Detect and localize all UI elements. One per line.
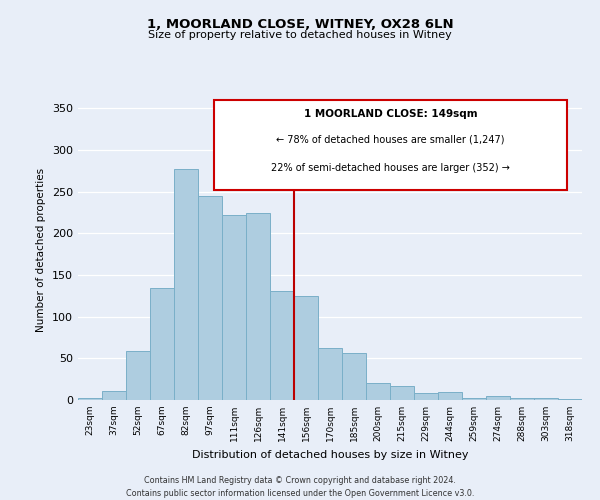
Bar <box>174 169 198 400</box>
X-axis label: Distribution of detached houses by size in Witney: Distribution of detached houses by size … <box>192 450 468 460</box>
Bar <box>462 398 486 400</box>
Bar <box>366 384 390 400</box>
Y-axis label: Number of detached properties: Number of detached properties <box>37 168 46 332</box>
Bar <box>438 392 462 400</box>
Text: 22% of semi-detached houses are larger (352) →: 22% of semi-detached houses are larger (… <box>271 163 510 173</box>
Text: 1 MOORLAND CLOSE: 149sqm: 1 MOORLAND CLOSE: 149sqm <box>304 109 477 119</box>
Text: 1, MOORLAND CLOSE, WITNEY, OX28 6LN: 1, MOORLAND CLOSE, WITNEY, OX28 6LN <box>146 18 454 30</box>
Bar <box>102 391 126 400</box>
Text: Contains HM Land Registry data © Crown copyright and database right 2024.
Contai: Contains HM Land Registry data © Crown c… <box>126 476 474 498</box>
Bar <box>78 398 102 400</box>
Bar <box>198 196 222 400</box>
Bar <box>510 398 534 400</box>
Bar <box>270 291 294 400</box>
Bar <box>558 399 582 400</box>
Bar <box>126 351 150 400</box>
Bar <box>150 288 174 400</box>
Bar <box>294 296 318 400</box>
FancyBboxPatch shape <box>214 100 567 190</box>
Bar <box>318 348 342 400</box>
Bar <box>414 394 438 400</box>
Bar <box>486 396 510 400</box>
Bar <box>534 398 558 400</box>
Text: Size of property relative to detached houses in Witney: Size of property relative to detached ho… <box>148 30 452 40</box>
Bar <box>246 212 270 400</box>
Bar <box>390 386 414 400</box>
Text: ← 78% of detached houses are smaller (1,247): ← 78% of detached houses are smaller (1,… <box>276 134 505 144</box>
Bar <box>222 215 246 400</box>
Bar <box>342 352 366 400</box>
